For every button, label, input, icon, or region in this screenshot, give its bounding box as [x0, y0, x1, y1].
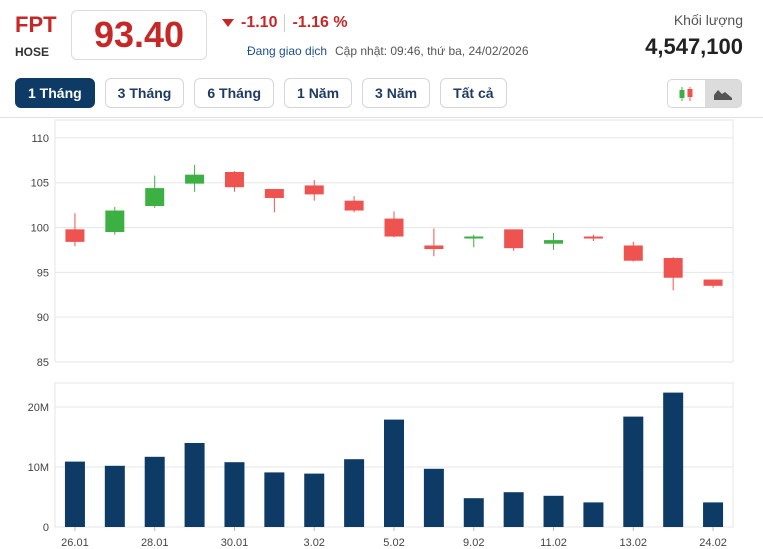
- range-tab-1-month[interactable]: 1 Tháng: [15, 78, 95, 108]
- price-y-tick-label: 85: [37, 357, 49, 369]
- change-divider: [284, 14, 286, 32]
- x-axis-date-label: 24.02: [699, 537, 727, 549]
- area-chart-button[interactable]: [704, 80, 741, 107]
- x-axis-date-label: 26.01: [61, 537, 89, 549]
- volume-bar: [144, 456, 165, 527]
- candle-body: [583, 236, 603, 239]
- price-y-tick-label: 90: [37, 312, 49, 324]
- volume-bar: [583, 502, 604, 527]
- volume-bar: [304, 473, 325, 527]
- range-tabs: 1 Tháng 3 Tháng 6 Tháng 1 Năm 3 Năm Tất …: [15, 78, 517, 108]
- volume-bar: [503, 492, 524, 527]
- price-change: -1.10 -1.16 %: [222, 14, 348, 32]
- range-tab-6-months[interactable]: 6 Tháng: [194, 78, 275, 108]
- volume-bar: [64, 461, 85, 527]
- volume-bar: [703, 502, 724, 527]
- volume-bar: [663, 392, 684, 527]
- chart-type-toggle: [667, 79, 742, 108]
- price-y-tick-label: 100: [31, 223, 49, 235]
- header-divider: [0, 117, 763, 118]
- x-axis-date-label: 11.02: [540, 537, 567, 549]
- trading-status: Đang giao dịch: [247, 44, 328, 58]
- candle-body: [65, 229, 85, 242]
- range-tab-3-years[interactable]: 3 Năm: [362, 78, 431, 108]
- range-tab-1-year[interactable]: 1 Năm: [284, 78, 353, 108]
- down-arrow-icon: [222, 19, 234, 27]
- x-axis-date-label: 28.01: [141, 537, 169, 549]
- x-axis-date-label: 13.02: [620, 537, 648, 549]
- area-chart-icon: [713, 89, 732, 100]
- candle-body: [464, 236, 484, 239]
- range-tab-all[interactable]: Tất cả: [440, 78, 507, 108]
- candle-body: [424, 245, 444, 250]
- volume-bar: [384, 419, 404, 527]
- volume-bar: [224, 462, 245, 527]
- candle-body: [304, 185, 324, 195]
- volume-bar: [423, 468, 444, 527]
- price-y-tick-label: 95: [37, 267, 49, 279]
- range-tab-3-months[interactable]: 3 Tháng: [104, 78, 185, 108]
- candle-body: [264, 189, 284, 198]
- candlestick-button[interactable]: [668, 80, 705, 107]
- price-y-tick-label: 105: [31, 178, 49, 190]
- candle-body: [504, 229, 524, 249]
- update-time: Cập nhật: 09:46, thứ ba, 24/02/2026: [335, 44, 529, 58]
- candle-body: [224, 171, 244, 188]
- volume-bar: [104, 465, 125, 527]
- volume-bar: [543, 495, 564, 527]
- change-percent: -1.16 %: [292, 14, 348, 31]
- volume-y-tick-label: 0: [43, 522, 49, 534]
- candle-body: [185, 174, 205, 184]
- price-plot-frame: [54, 119, 734, 363]
- candle-body: [384, 218, 404, 237]
- volume-value: 4,547,100: [645, 34, 743, 59]
- volume-y-tick-label: 10M: [28, 462, 49, 474]
- x-axis-date-label: 30.01: [221, 537, 249, 549]
- candle-body: [105, 210, 125, 233]
- candle-body: [344, 200, 364, 211]
- candle-body: [703, 279, 723, 286]
- price-box: 93.40: [71, 10, 207, 60]
- volume-bar: [623, 416, 644, 527]
- volume-bar: [344, 459, 365, 527]
- volume-bar: [463, 498, 484, 527]
- candle-body: [623, 245, 643, 261]
- x-axis-date-label: 9.02: [463, 537, 484, 549]
- x-axis-date-label: 3.02: [304, 537, 325, 549]
- price-panel: 110 105 100 95 90 85: [31, 119, 734, 369]
- price-y-tick-label: 110: [31, 133, 49, 145]
- current-price: 93.40: [93, 14, 185, 55]
- volume-y-tick-label: 20M: [28, 402, 49, 414]
- volume-label: Khối lượng: [673, 12, 743, 28]
- ticker-symbol: FPT: [15, 12, 57, 37]
- volume-panel: 20M 10M 0 26.01 28.01 30.01 3.02 5.02 9.02 11.02 1…: [28, 382, 734, 549]
- candlestick-icon: [679, 86, 693, 101]
- exchange-label: HOSE: [15, 45, 50, 59]
- candle-body: [145, 188, 165, 207]
- candle-body: [544, 240, 564, 244]
- volume-bar: [184, 443, 205, 527]
- x-axis-date-label: 5.02: [383, 537, 404, 549]
- candle-body: [663, 258, 683, 278]
- change-value: -1.10: [241, 14, 278, 31]
- volume-bar: [264, 472, 285, 527]
